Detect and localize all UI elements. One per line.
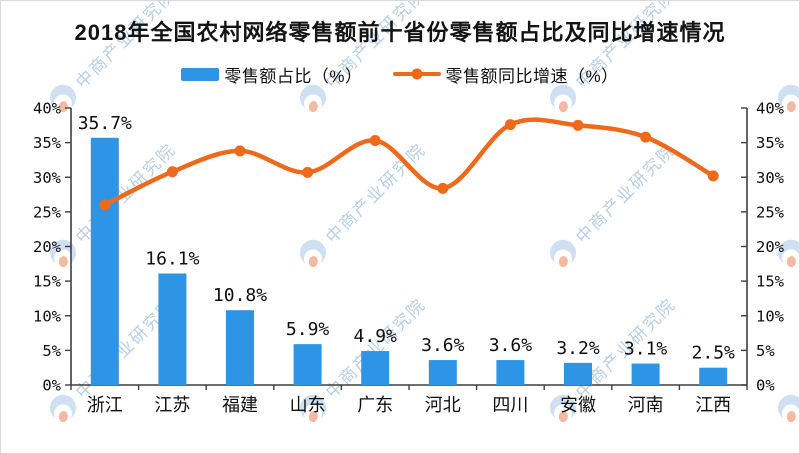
watermark-logo-icon bbox=[50, 394, 76, 423]
bar-广东 bbox=[361, 351, 390, 385]
svg-text:10%: 10% bbox=[33, 307, 62, 325]
svg-text:2.5%: 2.5% bbox=[692, 343, 736, 364]
svg-text:30%: 30% bbox=[33, 169, 62, 187]
x-axis-labels: 浙江 江苏 福建 山东 广东 河北 四川 安徽 河南 江西 bbox=[87, 395, 731, 415]
svg-text:安徽: 安徽 bbox=[560, 395, 596, 415]
svg-text:5.9%: 5.9% bbox=[286, 319, 330, 340]
svg-text:40%: 40% bbox=[756, 100, 785, 118]
bar-福建 bbox=[226, 310, 254, 385]
svg-text:16.1%: 16.1% bbox=[145, 249, 199, 270]
line-series bbox=[99, 117, 719, 211]
bar-江西 bbox=[699, 367, 728, 385]
watermark-logo-icon bbox=[778, 239, 799, 268]
bar-安徽 bbox=[564, 362, 592, 385]
svg-text:10.8%: 10.8% bbox=[213, 285, 267, 306]
watermark: 中商产业研究院 bbox=[770, 1, 799, 119]
svg-text:25%: 25% bbox=[756, 203, 785, 221]
bar-四川 bbox=[496, 360, 525, 385]
watermark: 中商产业研究院 bbox=[770, 289, 799, 429]
line-point-四川 bbox=[504, 119, 516, 131]
line-point-江西 bbox=[707, 170, 719, 182]
svg-text:15%: 15% bbox=[33, 273, 62, 291]
svg-text:30%: 30% bbox=[756, 169, 785, 187]
svg-text:5%: 5% bbox=[756, 342, 775, 360]
line-point-福建 bbox=[234, 145, 246, 157]
svg-text:福建: 福建 bbox=[222, 395, 258, 415]
svg-text:江苏: 江苏 bbox=[154, 395, 190, 415]
bar-河南 bbox=[631, 363, 660, 385]
svg-text:浙江: 浙江 bbox=[87, 395, 123, 415]
legend-bar-label: 零售额占比（%） bbox=[224, 66, 363, 86]
svg-text:河北: 河北 bbox=[425, 395, 461, 415]
watermark-logo-icon bbox=[778, 394, 799, 423]
svg-text:0%: 0% bbox=[756, 377, 775, 395]
bar-江苏 bbox=[158, 273, 187, 385]
legend-line-label: 零售额同比增速（%） bbox=[445, 66, 619, 86]
watermark: 中商产业研究院 bbox=[292, 134, 432, 274]
svg-text:江西: 江西 bbox=[695, 395, 731, 415]
svg-text:35.7%: 35.7% bbox=[78, 113, 132, 134]
watermark-logo-icon bbox=[550, 239, 576, 268]
watermark-logo-icon bbox=[300, 239, 326, 268]
line-point-浙江 bbox=[99, 199, 111, 211]
bar-山东 bbox=[293, 344, 322, 385]
svg-text:15%: 15% bbox=[756, 273, 785, 291]
svg-text:40%: 40% bbox=[33, 100, 62, 118]
svg-text:3.6%: 3.6% bbox=[421, 335, 465, 356]
chart-legend: 零售额占比（%） 零售额同比增速（%） bbox=[1, 61, 799, 87]
bar-series bbox=[90, 137, 728, 385]
bar-value-labels: 35.7% 16.1% 10.8% 5.9% 4.9% 3.6% 3.6% 3.2% 3.1% 2… bbox=[78, 113, 735, 364]
svg-text:3.2%: 3.2% bbox=[556, 338, 600, 359]
line-marker-dot bbox=[411, 68, 422, 80]
y-axis-labels-right: 0% 5% 10% 15% 20% 25% 30% 35% 40% bbox=[756, 100, 785, 395]
watermark-logo-icon bbox=[550, 394, 576, 423]
svg-text:广东: 广东 bbox=[357, 395, 393, 415]
watermark: 中商产业研究院 bbox=[542, 134, 682, 274]
bar-河北 bbox=[428, 360, 457, 385]
svg-text:3.1%: 3.1% bbox=[624, 339, 668, 360]
line-series-swatch bbox=[392, 68, 441, 80]
svg-text:35%: 35% bbox=[756, 134, 785, 152]
watermark: 中商产业研究院 bbox=[292, 1, 432, 119]
svg-text:5%: 5% bbox=[42, 342, 61, 360]
legend-item-line-growth: 零售额同比增速（%） bbox=[392, 62, 619, 87]
y-axis-labels-left: 0% 5% 10% 15% 20% 25% 30% 35% 40% bbox=[33, 100, 62, 395]
watermark: 中商产业研究院 bbox=[292, 289, 432, 429]
watermark: 中商产业研究院 bbox=[770, 134, 799, 274]
chart-title: 2018年全国农村网络零售额前十省份零售额占比及同比增速情况 bbox=[74, 20, 726, 45]
svg-text:四川: 四川 bbox=[492, 395, 528, 415]
svg-text:0%: 0% bbox=[42, 377, 61, 395]
line-point-安徽 bbox=[572, 119, 584, 131]
bar-series-swatch bbox=[181, 67, 220, 81]
svg-text:20%: 20% bbox=[33, 238, 62, 256]
svg-text:25%: 25% bbox=[33, 203, 62, 221]
svg-text:10%: 10% bbox=[756, 307, 785, 325]
svg-text:4.9%: 4.9% bbox=[354, 326, 398, 347]
line-point-河北 bbox=[437, 182, 449, 194]
watermark: 中商产业研究院 bbox=[42, 289, 182, 429]
line-point-广东 bbox=[369, 135, 381, 147]
watermark: 中商产业研究院 bbox=[542, 1, 682, 119]
watermark-logo-icon bbox=[550, 84, 576, 113]
svg-text:山东: 山东 bbox=[290, 395, 326, 415]
svg-text:3.6%: 3.6% bbox=[489, 335, 533, 356]
svg-text:20%: 20% bbox=[756, 238, 785, 256]
line-point-山东 bbox=[302, 166, 314, 178]
watermark-logo-icon bbox=[300, 394, 326, 423]
line-point-江苏 bbox=[166, 166, 178, 178]
line-point-河南 bbox=[640, 131, 652, 143]
svg-text:河南: 河南 bbox=[628, 395, 664, 415]
bar-浙江 bbox=[90, 137, 119, 385]
svg-text:35%: 35% bbox=[33, 134, 62, 152]
legend-item-bar-share: 零售额占比（%） bbox=[181, 62, 362, 87]
watermark-logo-icon bbox=[778, 84, 799, 113]
watermark-logo-icon bbox=[300, 84, 326, 113]
watermark: 中商产业研究院 bbox=[542, 289, 682, 429]
